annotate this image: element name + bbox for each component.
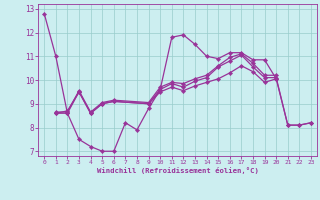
X-axis label: Windchill (Refroidissement éolien,°C): Windchill (Refroidissement éolien,°C): [97, 167, 259, 174]
